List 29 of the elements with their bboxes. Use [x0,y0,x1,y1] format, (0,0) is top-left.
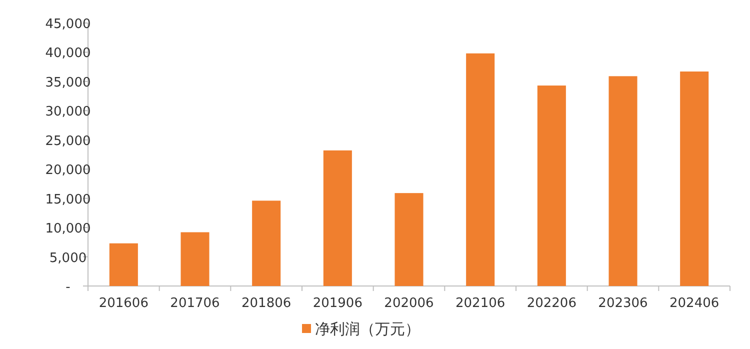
bar [537,86,566,286]
y-tick-label: 30,000 [45,104,91,120]
y-tick-label: 35,000 [45,75,91,90]
x-tick-label: 201806 [242,296,292,311]
x-tick-label: 201606 [98,296,148,311]
y-tick-label: 40,000 [45,46,91,62]
y-tick-label: 45,000 [45,17,91,32]
bar [466,53,495,286]
bar [252,200,281,286]
x-tick-label: 201706 [170,296,220,311]
y-tick-label: 10,000 [45,222,91,237]
y-tick-label: 25,000 [45,134,91,149]
y-tick-label: 20,000 [45,163,91,178]
bar [608,76,638,286]
x-tick-label: 201906 [312,296,362,311]
x-tick-label: 202206 [526,296,576,311]
y-tick-label: - [66,280,71,295]
bar [180,232,210,286]
bar [394,193,424,286]
bar [109,243,138,286]
bar [680,72,709,286]
x-tick-label: 202406 [670,296,720,311]
x-tick-label: 202306 [598,296,648,311]
x-tick-label: 202006 [384,296,434,311]
x-tick-label: 202106 [456,296,506,311]
y-tick-label: 15,000 [45,192,91,208]
y-tick-label: 5,000 [49,250,87,266]
bar [323,150,352,286]
legend-label: 净利润（万元） [315,320,420,338]
